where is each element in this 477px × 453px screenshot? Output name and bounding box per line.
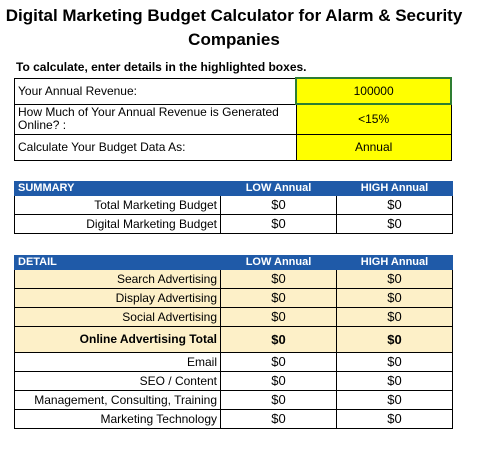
table-row: Marketing Technology $0 $0 bbox=[14, 409, 453, 429]
row-label: Digital Marketing Budget bbox=[14, 214, 221, 234]
summary-header: SUMMARY LOW Annual HIGH Annual bbox=[14, 181, 453, 196]
row-low-value: $0 bbox=[220, 195, 337, 215]
row-label: Management, Consulting, Training bbox=[14, 390, 221, 410]
row-high-value: $0 bbox=[336, 326, 453, 353]
row-label: Social Advertising bbox=[14, 307, 221, 327]
row-low-value: $0 bbox=[220, 269, 337, 289]
row-label: Search Advertising bbox=[14, 269, 221, 289]
revenue-input[interactable]: 100000 bbox=[295, 77, 452, 105]
table-row: Management, Consulting, Training $0 $0 bbox=[14, 390, 453, 410]
row-low-value: $0 bbox=[220, 326, 337, 353]
row-label: Email bbox=[14, 352, 221, 372]
row-low-value: $0 bbox=[220, 214, 337, 234]
table-row: Display Advertising $0 $0 bbox=[14, 288, 453, 308]
row-low-value: $0 bbox=[220, 288, 337, 308]
table-row: Search Advertising $0 $0 bbox=[14, 269, 453, 289]
row-label: Display Advertising bbox=[14, 288, 221, 308]
table-row: SEO / Content $0 $0 bbox=[14, 371, 453, 391]
row-low-value: $0 bbox=[220, 409, 337, 429]
budget-period-select[interactable]: Annual bbox=[295, 133, 452, 161]
table-row: Social Advertising $0 $0 bbox=[14, 307, 453, 327]
row-high-value: $0 bbox=[336, 352, 453, 372]
summary-header-label: SUMMARY bbox=[14, 181, 221, 196]
row-high-value: $0 bbox=[336, 269, 453, 289]
row-high-value: $0 bbox=[336, 214, 453, 234]
table-row: Email $0 $0 bbox=[14, 352, 453, 372]
detail-header: DETAIL LOW Annual HIGH Annual bbox=[14, 255, 453, 270]
detail-header-label: DETAIL bbox=[14, 255, 221, 270]
table-row: Digital Marketing Budget $0 $0 bbox=[14, 214, 453, 234]
row-high-value: $0 bbox=[336, 195, 453, 215]
budget-period-label: Calculate Your Budget Data As: bbox=[14, 133, 297, 161]
page-title: Digital Marketing Budget Calculator for … bbox=[5, 6, 463, 49]
row-high-value: $0 bbox=[336, 390, 453, 410]
row-label: SEO / Content bbox=[14, 371, 221, 391]
summary-table: SUMMARY LOW Annual HIGH Annual Total Mar… bbox=[14, 181, 453, 234]
summary-header-low: LOW Annual bbox=[220, 181, 337, 196]
row-low-value: $0 bbox=[220, 307, 337, 327]
detail-header-high: HIGH Annual bbox=[336, 255, 453, 270]
row-low-value: $0 bbox=[220, 371, 337, 391]
online-share-row: How Much of Your Annual Revenue is Gener… bbox=[14, 103, 452, 135]
input-table: Your Annual Revenue: 100000 How Much of … bbox=[14, 77, 452, 161]
table-row: Total Marketing Budget $0 $0 bbox=[14, 195, 453, 215]
budget-period-row: Calculate Your Budget Data As: Annual bbox=[14, 133, 452, 161]
summary-header-high: HIGH Annual bbox=[336, 181, 453, 196]
row-low-value: $0 bbox=[220, 352, 337, 372]
online-share-select[interactable]: <15% bbox=[295, 103, 452, 135]
row-high-value: $0 bbox=[336, 307, 453, 327]
detail-table: DETAIL LOW Annual HIGH Annual Search Adv… bbox=[14, 255, 453, 429]
row-label: Online Advertising Total bbox=[14, 326, 221, 353]
row-high-value: $0 bbox=[336, 409, 453, 429]
detail-header-low: LOW Annual bbox=[220, 255, 337, 270]
revenue-row: Your Annual Revenue: 100000 bbox=[14, 77, 452, 105]
row-high-value: $0 bbox=[336, 371, 453, 391]
row-low-value: $0 bbox=[220, 390, 337, 410]
row-high-value: $0 bbox=[336, 288, 453, 308]
row-label: Marketing Technology bbox=[14, 409, 221, 429]
table-row-total: Online Advertising Total $0 $0 bbox=[14, 326, 453, 353]
online-share-label: How Much of Your Annual Revenue is Gener… bbox=[14, 103, 297, 135]
instructions-text: To calculate, enter details in the highl… bbox=[16, 60, 307, 74]
revenue-label: Your Annual Revenue: bbox=[14, 77, 297, 105]
row-label: Total Marketing Budget bbox=[14, 195, 221, 215]
